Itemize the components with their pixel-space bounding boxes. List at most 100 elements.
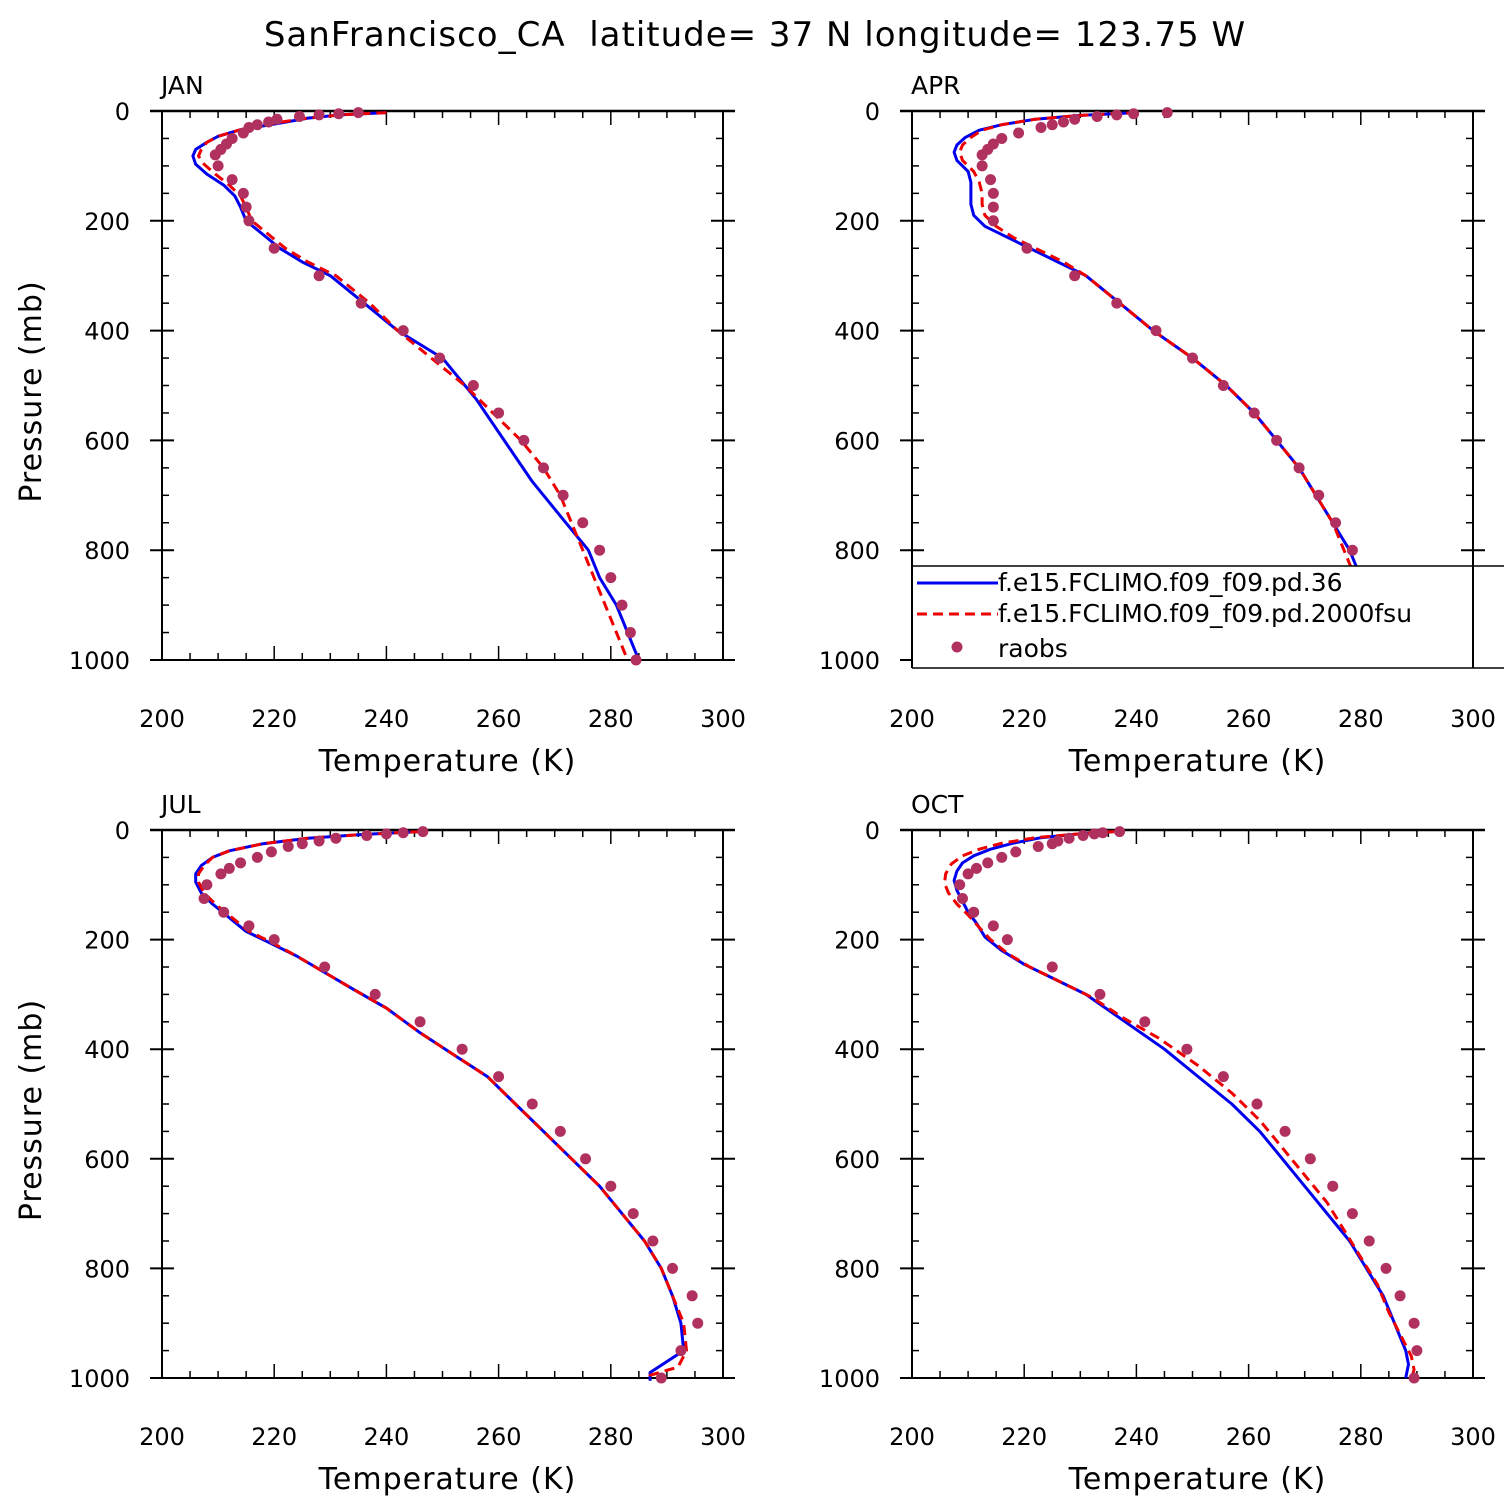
raobs-point xyxy=(1035,121,1047,133)
y-tick-label: 1000 xyxy=(69,1365,130,1393)
plot-frame xyxy=(911,829,1474,1379)
raobs-point xyxy=(1380,1262,1392,1274)
legend-label: f.e15.FCLIMO.f09_f09.pd.36 xyxy=(998,568,1343,597)
raobs-point xyxy=(630,654,642,666)
y-tick-label: 600 xyxy=(834,427,880,455)
y-tick-label: 1000 xyxy=(819,647,880,675)
raobs-point xyxy=(1063,832,1075,844)
raobs-point xyxy=(235,857,247,869)
raobs-point xyxy=(282,840,294,852)
raobs-point xyxy=(1111,297,1123,309)
y-tick-label: 600 xyxy=(834,1146,880,1174)
series-line-pd2000fsu xyxy=(943,830,1416,1379)
raobs-point xyxy=(1046,119,1058,131)
raobs-point xyxy=(627,1208,639,1220)
y-tick-label: 200 xyxy=(834,208,880,236)
raobs-point xyxy=(313,109,325,121)
y-tick-label: 600 xyxy=(84,427,130,455)
raobs-point xyxy=(1139,1016,1151,1028)
series-group xyxy=(194,826,704,1384)
raobs-point xyxy=(624,627,636,639)
raobs-point xyxy=(692,1317,704,1329)
y-axis-title: Pressure (mb) xyxy=(14,999,49,1221)
raobs-point xyxy=(1251,1098,1263,1110)
series-line-pd36 xyxy=(194,830,686,1381)
panel-jul: JUL 200 220 240 260 280 300 0 200 400 600 800 1000 Te… xyxy=(14,790,746,1497)
raobs-point xyxy=(212,160,224,172)
raobs-point xyxy=(352,107,364,119)
x-tick-label: 260 xyxy=(1226,1423,1272,1451)
raobs-point xyxy=(1363,1235,1375,1247)
figure-title: SanFrancisco_CA latitude= 37 N longitude… xyxy=(264,15,1246,55)
y-tick-label: 0 xyxy=(115,98,130,126)
raobs-point xyxy=(271,113,283,125)
raobs-point xyxy=(1408,1372,1420,1384)
y-tick-label: 800 xyxy=(834,537,880,565)
raobs-point xyxy=(675,1345,687,1357)
raobs-point xyxy=(251,851,263,863)
raobs-point xyxy=(1293,462,1305,474)
y-tick-label: 1000 xyxy=(69,647,130,675)
raobs-point xyxy=(226,174,238,186)
raobs-point xyxy=(456,1043,468,1055)
x-tick-label: 260 xyxy=(476,705,522,733)
raobs-point xyxy=(518,434,530,446)
raobs-point xyxy=(1313,489,1325,501)
raobs-point xyxy=(1181,1043,1193,1055)
x-axis-title: Temperature (K) xyxy=(1068,1462,1327,1497)
raobs-point xyxy=(380,828,392,840)
raobs-point xyxy=(1217,1071,1229,1083)
x-tick-label: 240 xyxy=(1113,705,1159,733)
x-tick-label: 220 xyxy=(1001,1423,1047,1451)
panel-apr: APR 200 220 240 260 280 300 0 200 400 600 800 1000 Te… xyxy=(819,71,1496,779)
x-tick-label: 200 xyxy=(889,705,935,733)
x-tick-label: 200 xyxy=(139,705,185,733)
raobs-point xyxy=(397,827,409,839)
y-tick-label: 800 xyxy=(84,1255,130,1283)
x-tick-label: 220 xyxy=(251,705,297,733)
raobs-point xyxy=(1069,113,1081,125)
raobs-point xyxy=(1327,1180,1339,1192)
panel-label: OCT xyxy=(911,790,964,819)
raobs-point xyxy=(1057,116,1069,128)
raobs-point xyxy=(218,906,230,918)
raobs-point xyxy=(996,132,1008,144)
panel-label: JUL xyxy=(159,790,201,819)
raobs-point xyxy=(987,187,999,199)
raobs-point xyxy=(594,544,606,556)
series-line-pd2000fsu xyxy=(197,830,688,1381)
raobs-point xyxy=(237,127,249,139)
legend-label: f.e15.FCLIMO.f09_f09.pd.2000fsu xyxy=(998,599,1412,628)
legend-marker-raobs xyxy=(951,641,963,653)
legend-background xyxy=(912,566,1504,668)
legend: f.e15.FCLIMO.f09_f09.pd.36f.e15.FCLIMO.f… xyxy=(911,565,1504,669)
raobs-point xyxy=(1010,846,1022,858)
x-tick-label: 300 xyxy=(700,1423,746,1451)
series-group xyxy=(952,107,1398,666)
raobs-point xyxy=(537,462,549,474)
raobs-point xyxy=(313,835,325,847)
raobs-point xyxy=(976,149,988,161)
raobs-point xyxy=(1217,380,1229,391)
x-tick-label: 300 xyxy=(1450,705,1496,733)
raobs-point xyxy=(1069,270,1081,282)
series-line-pd2000fsu xyxy=(197,111,629,661)
raobs-point xyxy=(243,920,255,932)
raobs-point xyxy=(215,868,227,880)
raobs-point xyxy=(1150,325,1162,337)
x-axis-title: Temperature (K) xyxy=(1068,744,1327,779)
raobs-point xyxy=(319,961,331,973)
raobs-point xyxy=(240,201,252,213)
x-tick-label: 240 xyxy=(363,705,409,733)
raobs-point xyxy=(1346,1208,1358,1220)
y-tick-label: 200 xyxy=(84,927,130,955)
y-tick-label: 200 xyxy=(84,208,130,236)
raobs-point xyxy=(1013,127,1025,139)
raobs-point xyxy=(1114,826,1126,838)
panel-label: APR xyxy=(911,71,961,100)
raobs-point xyxy=(968,906,980,918)
x-tick-label: 280 xyxy=(1338,1423,1384,1451)
raobs-point xyxy=(198,893,210,904)
raobs-point xyxy=(237,187,249,199)
